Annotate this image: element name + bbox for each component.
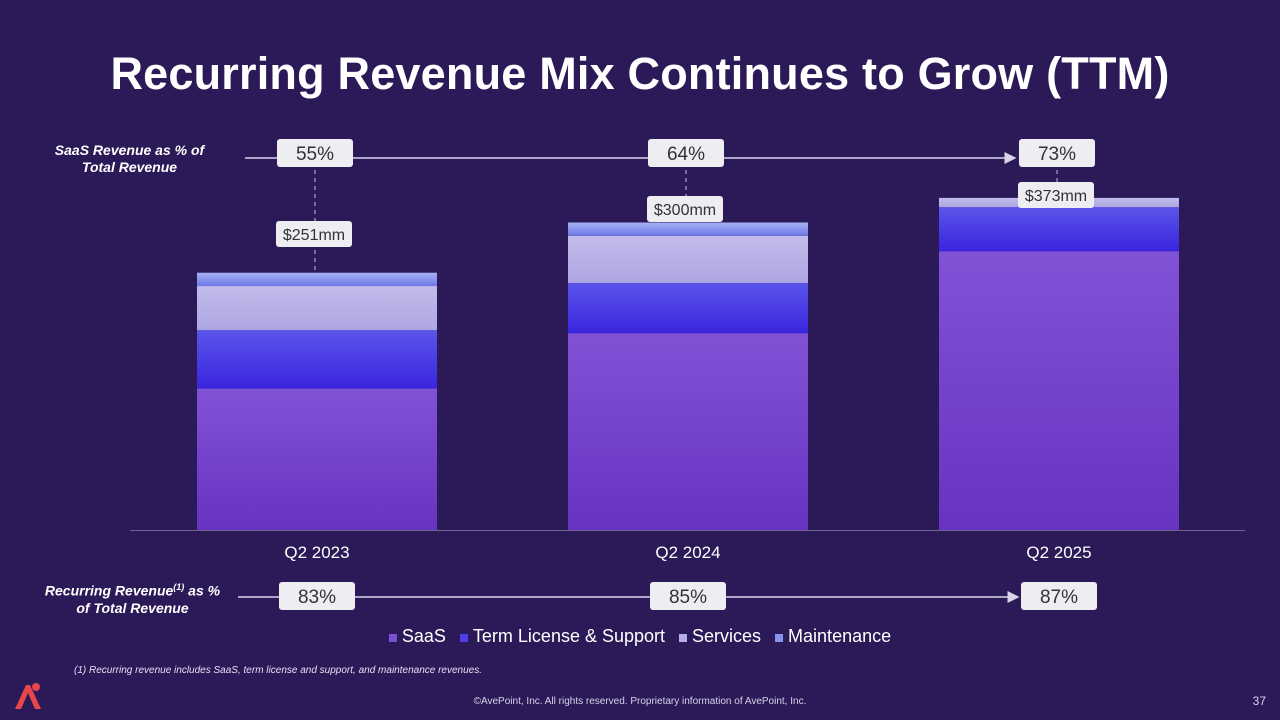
total-label: $300mm — [654, 202, 716, 219]
bar-maintenance-0 — [197, 272, 437, 287]
bar-term-license-support-0 — [197, 330, 437, 389]
bar-services-0 — [197, 286, 437, 331]
recurring-pct-label-box — [1021, 582, 1097, 610]
bar-term-license-support-2 — [939, 207, 1179, 252]
legend-label: Term License & Support — [472, 626, 666, 646]
total-label-box — [1018, 182, 1094, 208]
copyright-notice: ©AvePoint, Inc. All rights reserved. Pro… — [473, 696, 807, 707]
avepoint-logo-icon — [12, 681, 44, 716]
saas-pct-label-box — [648, 139, 724, 167]
saas-pct-label-box — [1019, 139, 1095, 167]
legend-swatch — [679, 633, 688, 642]
recurring-pct-label-box — [279, 582, 355, 610]
recurring-pct-label: 83% — [298, 587, 336, 608]
saas-pct-label: 55% — [296, 144, 334, 165]
x-tick-label: Q2 2023 — [284, 543, 349, 562]
saas-percent-label: SaaS Revenue as % of Total Revenue — [54, 142, 205, 175]
recurring-pct-label: 85% — [669, 587, 707, 608]
bar-term-license-support-1 — [568, 282, 808, 334]
legend-label: Services — [692, 626, 762, 646]
legend-item: SaaS — [388, 626, 446, 647]
legend-swatch — [388, 633, 397, 642]
recurring-pct-label: 87% — [1040, 587, 1078, 608]
footnote-marker: (1) — [173, 582, 185, 592]
saas-pct-label: 64% — [667, 144, 705, 165]
legend-item: Term License & Support — [459, 626, 666, 647]
legend-item: Services — [679, 626, 761, 647]
slide-title: Recurring Revenue Mix Continues to Grow … — [110, 48, 1170, 99]
legend-label: Maintenance — [788, 626, 892, 646]
legend-label: SaaS — [401, 626, 446, 646]
total-label-box — [276, 221, 352, 247]
total-label: $373mm — [1025, 188, 1087, 205]
bar-saas-0 — [197, 388, 437, 530]
chart-legend: SaaS Term License & Support Services Mainte… — [0, 626, 1280, 647]
legend-swatch — [459, 633, 468, 642]
bar-services-1 — [568, 235, 808, 283]
x-tick-label: Q2 2025 — [1026, 543, 1091, 562]
legend-swatch — [775, 633, 784, 642]
saas-pct-label: 73% — [1038, 144, 1076, 165]
recurring-percent-label: Recurring Revenue(1) as % of Total Reven… — [40, 579, 225, 617]
saas-pct-label-box — [277, 139, 353, 167]
bar-saas-1 — [568, 333, 808, 530]
page-number: 37 — [1252, 694, 1266, 708]
total-label: $251mm — [283, 227, 345, 244]
recurring-pct-label-box — [650, 582, 726, 610]
recurring-label-main: Recurring Revenue — [44, 582, 174, 599]
footnote: (1) Recurring revenue includes SaaS, ter… — [74, 665, 483, 676]
recurring-label-tail: as % of Total Revenue — [76, 582, 221, 616]
bar-saas-2 — [939, 251, 1179, 530]
legend-item: Maintenance — [775, 626, 891, 647]
bar-maintenance-1 — [568, 222, 808, 236]
total-label-box — [647, 196, 723, 222]
x-tick-label: Q2 2024 — [655, 543, 720, 562]
